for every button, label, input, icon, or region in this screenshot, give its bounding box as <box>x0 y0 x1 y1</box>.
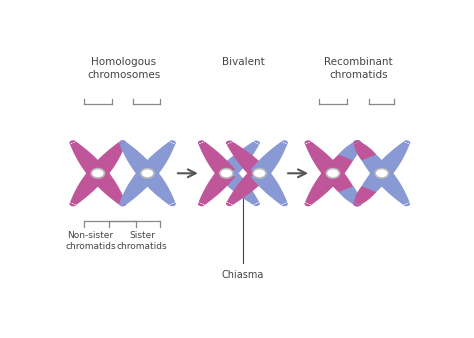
Polygon shape <box>304 170 342 206</box>
Polygon shape <box>89 140 126 177</box>
Polygon shape <box>89 170 126 206</box>
Polygon shape <box>198 140 235 177</box>
Polygon shape <box>119 140 156 177</box>
Polygon shape <box>353 140 391 177</box>
Polygon shape <box>218 169 260 206</box>
Polygon shape <box>324 140 361 177</box>
Polygon shape <box>119 170 156 206</box>
Circle shape <box>253 169 266 178</box>
Polygon shape <box>226 169 268 206</box>
Circle shape <box>375 169 388 178</box>
Text: Recombinant
chromatids: Recombinant chromatids <box>324 57 393 80</box>
Text: Non-sister
chromatids: Non-sister chromatids <box>65 231 116 251</box>
Polygon shape <box>338 140 361 161</box>
Polygon shape <box>138 170 176 206</box>
Polygon shape <box>198 170 235 206</box>
Circle shape <box>220 169 233 178</box>
Polygon shape <box>353 140 376 161</box>
Polygon shape <box>353 186 376 206</box>
Text: Chiasma: Chiasma <box>222 270 264 280</box>
Polygon shape <box>373 140 410 177</box>
Polygon shape <box>251 140 288 177</box>
Circle shape <box>91 169 104 178</box>
Polygon shape <box>251 170 288 206</box>
Polygon shape <box>218 141 260 177</box>
Polygon shape <box>69 170 107 206</box>
Polygon shape <box>304 140 342 177</box>
Polygon shape <box>353 170 391 206</box>
Circle shape <box>141 169 154 178</box>
Text: Sister
chromatids: Sister chromatids <box>117 231 167 251</box>
Polygon shape <box>69 140 107 177</box>
Polygon shape <box>138 140 176 177</box>
Polygon shape <box>373 170 410 206</box>
Polygon shape <box>324 170 361 206</box>
Text: Homologous
chromosomes: Homologous chromosomes <box>87 57 160 80</box>
Text: Bivalent: Bivalent <box>221 57 264 68</box>
Circle shape <box>326 169 339 178</box>
Polygon shape <box>338 186 361 206</box>
Polygon shape <box>226 141 268 177</box>
